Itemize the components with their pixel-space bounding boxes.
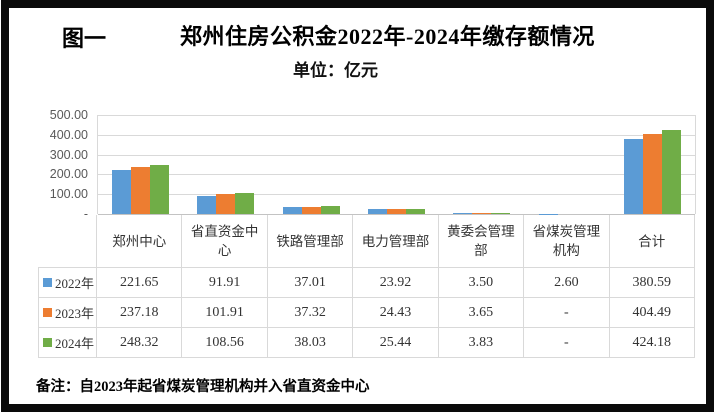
legend-swatch <box>42 338 52 347</box>
y-tick-label: 400.00 <box>49 127 88 142</box>
bar <box>453 213 473 214</box>
category-cluster <box>183 115 268 214</box>
y-tick-label: 100.00 <box>49 187 88 202</box>
value-cell: - <box>524 328 610 358</box>
bar <box>405 208 425 214</box>
bar <box>282 206 302 214</box>
bar-series <box>98 115 695 214</box>
legend-cell: 2024年 <box>38 328 97 358</box>
chart-title: 郑州住房公积金2022年-2024年缴存额情况 <box>180 24 595 49</box>
footnote: 备注：自2023年起省煤炭管理机构并入省直资金中心 <box>36 379 370 395</box>
bar <box>538 213 558 214</box>
category-header-cell: 黄委会管理部 <box>438 215 525 268</box>
chart-subtitle: 单位：亿元 <box>293 61 378 80</box>
category-cluster <box>98 115 183 214</box>
category-header-cell: 电力管理部 <box>353 215 439 268</box>
category-cluster <box>610 115 695 214</box>
bar <box>235 192 255 214</box>
value-cell: 37.01 <box>267 268 354 298</box>
bar <box>150 164 170 214</box>
category-cluster <box>524 115 609 214</box>
value-cell: 404.49 <box>609 298 695 328</box>
gridline <box>98 194 695 196</box>
legend-label: 2023年 <box>54 306 94 321</box>
value-cell: 38.03 <box>267 328 354 358</box>
legend-label: 2022年 <box>54 276 94 291</box>
category-header-cell: 合计 <box>609 215 695 268</box>
bar <box>367 209 387 214</box>
gridline <box>98 134 695 136</box>
category-cluster <box>354 115 439 214</box>
legend-cell: 2022年 <box>38 268 97 298</box>
gridline <box>98 174 695 176</box>
value-cell: 424.18 <box>609 328 695 358</box>
bar <box>491 213 511 214</box>
category-cluster <box>439 115 524 214</box>
value-cell: 23.92 <box>353 268 439 298</box>
bar <box>320 206 340 214</box>
value-cell: 3.65 <box>438 298 525 328</box>
category-header-cell: 郑州中心 <box>97 215 183 268</box>
y-tick-label: 200.00 <box>49 167 88 182</box>
bar <box>112 170 132 214</box>
y-tick-label: - <box>83 207 88 221</box>
value-cell: 237.18 <box>97 298 183 328</box>
bar <box>131 167 151 214</box>
gridline <box>98 115 695 116</box>
legend-cell: 2023年 <box>38 298 97 328</box>
value-cell: 3.83 <box>438 328 525 358</box>
category-header-cell: 省煤炭管理机构 <box>524 215 610 268</box>
y-tick-label: 500.00 <box>49 108 88 122</box>
value-cell: 91.91 <box>182 268 268 298</box>
value-cell: 221.65 <box>97 268 183 298</box>
category-header-cell: 省直资金中心 <box>182 215 268 268</box>
plot-area <box>97 115 696 215</box>
value-cell: 101.91 <box>182 298 268 328</box>
y-tick-label: 300.00 <box>49 147 88 162</box>
value-cell: - <box>524 298 610 328</box>
value-cell: 3.50 <box>438 268 525 298</box>
value-cell: 25.44 <box>353 328 439 358</box>
legend-swatch <box>42 278 52 287</box>
value-cell: 380.59 <box>609 268 695 298</box>
category-cluster <box>269 115 354 214</box>
bar <box>386 209 406 214</box>
legend-swatch <box>42 308 52 317</box>
bar <box>216 193 236 214</box>
bar <box>623 138 643 214</box>
gridline <box>98 154 695 156</box>
data-table: 郑州中心 省直资金中心 铁路管理部 电力管理部 黄委会管理部 省煤炭管理机构 合计 2022年… <box>38 215 695 358</box>
bar <box>472 213 492 214</box>
value-cell: 248.32 <box>97 328 183 358</box>
x-axis-line <box>98 214 695 215</box>
category-header-cell: 铁路管理部 <box>267 215 354 268</box>
value-cell: 2.60 <box>524 268 610 298</box>
table-corner-cell <box>38 215 97 268</box>
bar <box>301 206 321 214</box>
bar <box>642 133 662 214</box>
legend-label: 2024年 <box>54 336 94 351</box>
bar <box>661 130 681 214</box>
bar <box>197 195 217 214</box>
value-cell: 37.32 <box>267 298 354 328</box>
figure-label: 图一 <box>62 26 107 51</box>
value-cell: 24.43 <box>353 298 439 328</box>
value-cell: 108.56 <box>182 328 268 358</box>
y-axis: 500.00 400.00 300.00 200.00 100.00 - <box>24 108 88 221</box>
